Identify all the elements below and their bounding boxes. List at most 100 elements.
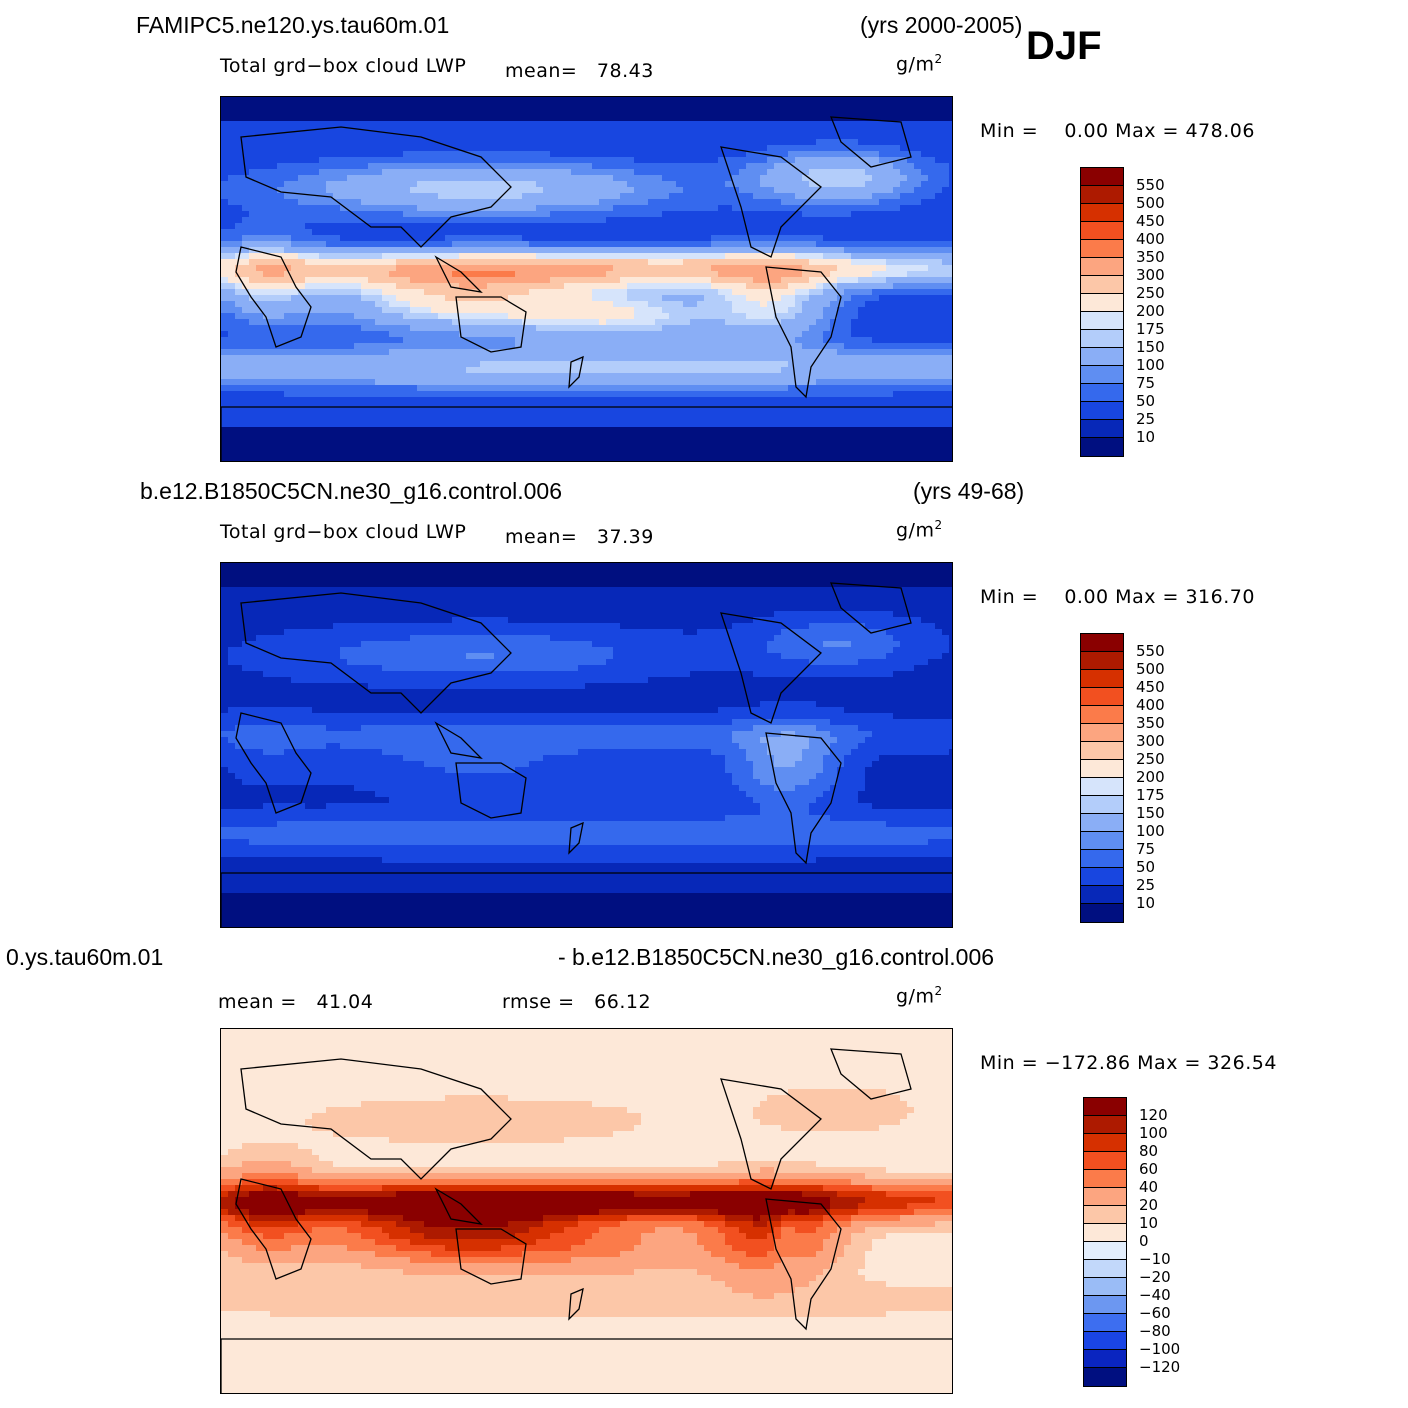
field-cell bbox=[389, 379, 397, 386]
field-cell bbox=[921, 331, 929, 338]
field-cell bbox=[676, 283, 684, 290]
field-cell bbox=[438, 259, 446, 266]
field-cell bbox=[781, 313, 789, 320]
field-cell bbox=[830, 127, 838, 134]
field-cell bbox=[403, 181, 411, 188]
field-cell bbox=[774, 193, 782, 200]
field-cell bbox=[438, 337, 446, 344]
field-cell bbox=[550, 349, 558, 356]
field-cell bbox=[879, 175, 887, 182]
field-cell bbox=[578, 307, 586, 314]
field-cell bbox=[340, 109, 348, 116]
field-cell bbox=[613, 97, 621, 104]
field-cell bbox=[424, 157, 432, 164]
field-cell bbox=[886, 163, 894, 170]
field-cell bbox=[564, 133, 572, 140]
field-cell bbox=[473, 313, 481, 320]
field-cell bbox=[536, 271, 544, 278]
field-cell bbox=[368, 361, 376, 368]
field-cell bbox=[284, 259, 292, 266]
field-cell bbox=[851, 181, 859, 188]
field-cell bbox=[704, 145, 712, 152]
field-cell bbox=[760, 259, 768, 266]
field-cell bbox=[431, 229, 439, 236]
field-cell bbox=[361, 373, 369, 380]
field-cell bbox=[333, 367, 341, 374]
field-cell bbox=[354, 373, 362, 380]
field-cell bbox=[431, 169, 439, 176]
field-cell bbox=[578, 301, 586, 308]
field-cell bbox=[858, 163, 866, 170]
field-cell bbox=[725, 121, 733, 128]
field-cell bbox=[494, 337, 502, 344]
field-cell bbox=[655, 349, 663, 356]
field-cell bbox=[550, 343, 558, 350]
field-cell bbox=[676, 247, 684, 254]
field-cell bbox=[256, 223, 264, 230]
field-cell bbox=[263, 199, 271, 206]
field-cell bbox=[592, 175, 600, 182]
field-cell bbox=[494, 289, 502, 296]
field-cell bbox=[382, 319, 390, 326]
field-cell bbox=[410, 127, 418, 134]
field-cell bbox=[774, 97, 782, 104]
field-cell bbox=[340, 307, 348, 314]
field-cell bbox=[662, 145, 670, 152]
field-cell bbox=[823, 145, 831, 152]
field-cell bbox=[347, 127, 355, 134]
field-cell bbox=[431, 361, 439, 368]
field-cell bbox=[851, 175, 859, 182]
field-cell bbox=[445, 151, 453, 158]
field-cell bbox=[809, 259, 817, 266]
field-cell bbox=[823, 301, 831, 308]
field-cell bbox=[487, 247, 495, 254]
field-cell bbox=[375, 253, 383, 260]
field-cell bbox=[228, 139, 236, 146]
field-cell bbox=[473, 349, 481, 356]
field-cell bbox=[291, 313, 299, 320]
field-cell bbox=[368, 247, 376, 254]
field-cell bbox=[368, 301, 376, 308]
field-cell bbox=[466, 103, 474, 110]
field-cell bbox=[781, 295, 789, 302]
field-cell bbox=[683, 199, 691, 206]
field-cell bbox=[767, 277, 775, 284]
field-cell bbox=[543, 193, 551, 200]
field-cell bbox=[606, 223, 614, 230]
field-cell bbox=[452, 253, 460, 260]
field-cell bbox=[844, 295, 852, 302]
field-cell bbox=[823, 361, 831, 368]
field-cell bbox=[249, 235, 257, 242]
field-cell bbox=[389, 163, 397, 170]
field-cell bbox=[403, 175, 411, 182]
field-cell bbox=[844, 331, 852, 338]
field-cell bbox=[319, 319, 327, 326]
field-cell bbox=[564, 313, 572, 320]
field-cell bbox=[865, 337, 873, 344]
field-cell bbox=[942, 373, 950, 380]
field-cell bbox=[613, 265, 621, 272]
field-cell bbox=[816, 253, 824, 260]
field-cell bbox=[781, 373, 789, 380]
field-cell bbox=[501, 319, 509, 326]
field-cell bbox=[795, 151, 803, 158]
field-cell bbox=[424, 247, 432, 254]
field-cell bbox=[459, 235, 467, 242]
field-cell bbox=[221, 97, 229, 104]
field-cell bbox=[389, 205, 397, 212]
field-cell bbox=[256, 349, 264, 356]
field-cell bbox=[228, 121, 236, 128]
field-cell bbox=[550, 277, 558, 284]
field-cell bbox=[718, 361, 726, 368]
field-cell bbox=[522, 283, 530, 290]
field-cell bbox=[361, 307, 369, 314]
field-cell bbox=[704, 247, 712, 254]
field-cell bbox=[445, 199, 453, 206]
field-cell bbox=[620, 229, 628, 236]
field-cell bbox=[249, 355, 257, 362]
field-cell bbox=[816, 175, 824, 182]
field-cell bbox=[487, 379, 495, 386]
field-cell bbox=[466, 271, 474, 278]
field-cell bbox=[522, 139, 530, 146]
field-cell bbox=[599, 367, 607, 374]
